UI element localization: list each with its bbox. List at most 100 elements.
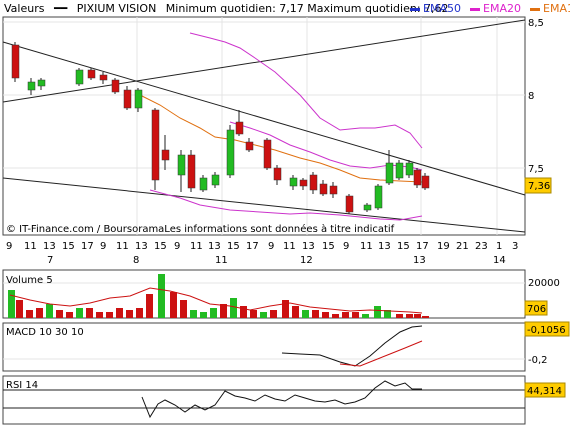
volume-bar (414, 314, 421, 318)
macd-title: MACD 10 30 10 (6, 327, 84, 338)
candle-body (27, 81, 36, 91)
candle-body (413, 169, 422, 186)
rsi-last-badge (524, 382, 566, 398)
x-tick: 15 (397, 241, 410, 252)
volume-bar (332, 314, 339, 318)
x-tick: 13 (208, 241, 221, 252)
candle-body (37, 79, 46, 87)
volume-bar (282, 300, 289, 318)
candle-body (273, 167, 282, 181)
volume-bar (384, 310, 391, 318)
x-tick: 11 (360, 241, 373, 252)
x-tick: 13 (378, 241, 391, 252)
x-tick: 15 (322, 241, 335, 252)
volume-bar (76, 308, 83, 318)
daily-min-max: Minimum quotidien: 7,17 Maximum quotidie… (165, 2, 449, 15)
legend-ema20-label: EMA20 (483, 2, 521, 15)
valeurs-label[interactable]: Valeurs (4, 2, 45, 15)
candle-body (329, 185, 338, 195)
x-tick: 21 (456, 241, 469, 252)
x-axis-days: 9 11 13 15 17 9 11 13 15 9 11 13 15 17 9… (6, 241, 518, 252)
volume-bar (396, 314, 403, 318)
volume-bar (302, 310, 309, 318)
candle-body (395, 162, 404, 179)
x-tick: 17 (246, 241, 259, 252)
volume-bar (210, 308, 217, 318)
volume-bar (26, 310, 33, 318)
x-tick: 9 (100, 241, 106, 252)
volume-bar (16, 300, 23, 318)
rsi-line (141, 380, 422, 419)
candle-body (187, 154, 196, 189)
ema50-swatch-icon (410, 7, 420, 11)
candle-body (235, 121, 244, 135)
candle-body (385, 162, 394, 184)
candle-body (11, 44, 20, 79)
volume-bar (96, 312, 103, 318)
candle-body (211, 174, 220, 186)
candle-body (289, 177, 298, 187)
candle-body (263, 139, 272, 169)
x-tick: 15 (154, 241, 167, 252)
x-tick: 17 (81, 241, 94, 252)
volume-tick: 20000 (528, 278, 560, 289)
chart-header: Valeurs ━━ PIXIUM VISION Minimum quotidi… (4, 2, 455, 16)
legend-ema14-label: EMA14 (543, 2, 570, 15)
candle-body (345, 195, 354, 213)
volume-bar (260, 312, 267, 318)
volume-bar (312, 310, 319, 318)
candle-body (177, 154, 186, 176)
volume-bar (56, 310, 63, 318)
x-tick: 1 (496, 241, 502, 252)
month-tick: 13 (413, 255, 426, 266)
volume-bar (158, 274, 165, 318)
volume-last-badge (524, 300, 548, 316)
trend-lines (2, 19, 526, 233)
volume-bar (8, 290, 15, 318)
copyright-watermark: © IT-Finance.com / BoursoramaLes informa… (6, 223, 395, 235)
x-tick: 11 (116, 241, 129, 252)
candle-body (134, 89, 143, 109)
candle-body (161, 149, 170, 161)
volume-title: Volume 5 (6, 275, 53, 286)
series-line-icon: ━━ (53, 2, 68, 15)
volume-last: 706 (527, 304, 546, 315)
candle-body (421, 175, 430, 189)
ema20-swatch-icon (470, 7, 480, 11)
macd-last: -0,1056 (527, 325, 566, 336)
candle-body (363, 204, 372, 211)
ema14-swatch-icon (530, 7, 540, 11)
volume-bar (36, 308, 43, 318)
x-tick: 13 (302, 241, 315, 252)
x-tick: 19 (437, 241, 450, 252)
x-tick: 13 (135, 241, 148, 252)
candle-body (319, 183, 328, 195)
volume-bar (146, 294, 153, 318)
macd-signal-line (339, 340, 423, 367)
x-tick: 11 (190, 241, 203, 252)
macd-last-badge (524, 321, 570, 337)
candle-body (299, 179, 308, 187)
volume-bar (200, 312, 207, 318)
candle-body (405, 162, 414, 176)
volume-bar (250, 310, 257, 318)
volume-bar (352, 312, 359, 318)
legend-ema14: EMA14 (530, 2, 570, 16)
volume-bar (136, 308, 143, 318)
volume-bar (240, 306, 247, 318)
last-price-badge (524, 177, 552, 194)
candle-body (99, 74, 108, 81)
price-tick-75: 7,5 (528, 164, 544, 175)
volume-bar (86, 308, 93, 318)
x-tick: 9 (268, 241, 274, 252)
x-tick: 11 (24, 241, 37, 252)
candle-body (111, 79, 120, 93)
macd-panel (2, 322, 526, 372)
rsi-last: 44,314 (527, 386, 562, 397)
rsi-panel (2, 375, 526, 425)
volume-bar (126, 310, 133, 318)
volume-bar (46, 304, 53, 318)
x-tick: 9 (343, 241, 349, 252)
month-tick: 11 (215, 255, 228, 266)
